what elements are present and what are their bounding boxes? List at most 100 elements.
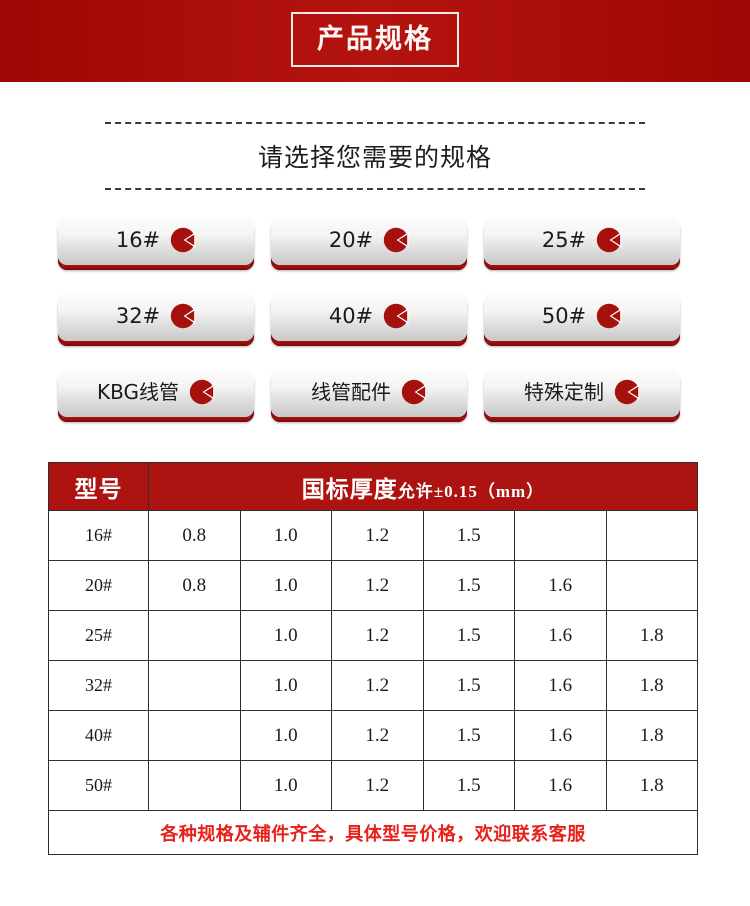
page-title: 产品规格 bbox=[317, 24, 433, 55]
spec-table-container: 型号 国标厚度允许±0.15（mm） 16# 0.8 1.0 1.2 1.5 20# 0.8… bbox=[48, 462, 698, 855]
spec-button-label: 40# bbox=[328, 303, 374, 328]
cell-thickness: 1.5 bbox=[422, 560, 515, 611]
table-row: 32# 1.0 1.2 1.5 1.6 1.8 bbox=[48, 660, 698, 711]
cell-thickness: 1.8 bbox=[605, 610, 698, 661]
spec-button-32[interactable]: 32# bbox=[58, 291, 254, 346]
col-header-thickness-sub: 允许±0.15（mm） bbox=[397, 481, 545, 501]
spec-button-16[interactable]: 16# bbox=[58, 215, 254, 270]
arrow-left-circle-icon bbox=[596, 303, 622, 329]
spec-button-label: 线管配件 bbox=[311, 380, 391, 404]
cell-thickness bbox=[148, 760, 241, 811]
spec-button-cell: 32# bbox=[58, 291, 271, 367]
cell-thickness: 1.0 bbox=[239, 560, 332, 611]
spec-button-cell: 线管配件 bbox=[271, 367, 484, 443]
spec-button-线管配件[interactable]: 线管配件 bbox=[271, 367, 467, 422]
cell-thickness: 1.6 bbox=[514, 660, 607, 711]
table-note-row: 各种规格及辅件齐全，具体型号价格，欢迎联系客服 bbox=[48, 810, 698, 855]
cell-model: 50# bbox=[48, 760, 149, 811]
cell-thickness: 1.0 bbox=[239, 610, 332, 661]
spec-button-grid: 16# 20# 25# 32# 40# 50# KBG线管 线管配件 特殊定制 bbox=[58, 215, 698, 443]
spec-button-inner: 50# bbox=[484, 303, 680, 329]
spec-table: 型号 国标厚度允许±0.15（mm） 16# 0.8 1.0 1.2 1.5 20# 0.8… bbox=[48, 462, 698, 855]
spec-button-cell: KBG线管 bbox=[58, 367, 271, 443]
spec-button-20[interactable]: 20# bbox=[271, 215, 467, 270]
spec-button-inner: 20# bbox=[271, 227, 467, 253]
spec-button-label: 25# bbox=[541, 227, 587, 252]
cell-thickness: 1.2 bbox=[331, 760, 424, 811]
table-note-text: 各种规格及辅件齐全，具体型号价格，欢迎联系客服 bbox=[48, 810, 698, 855]
cell-thickness: 1.8 bbox=[605, 660, 698, 711]
cell-thickness: 1.0 bbox=[239, 660, 332, 711]
divider-dashed-top bbox=[105, 122, 645, 124]
spec-button-inner: 16# bbox=[58, 227, 254, 253]
cell-thickness bbox=[148, 710, 241, 761]
spec-button-cell: 50# bbox=[484, 291, 697, 367]
cell-thickness: 1.8 bbox=[605, 710, 698, 761]
subtitle-label: 请选择您需要的规格 bbox=[257, 143, 492, 172]
spec-button-inner: 线管配件 bbox=[271, 379, 467, 405]
spec-button-label: 50# bbox=[541, 303, 587, 328]
spec-button-label: 特殊定制 bbox=[524, 380, 604, 404]
spec-button-cell: 40# bbox=[271, 291, 484, 367]
col-header-thickness-main: 国标厚度 bbox=[301, 476, 398, 502]
arrow-left-circle-icon bbox=[170, 227, 196, 253]
cell-thickness: 1.2 bbox=[331, 510, 424, 561]
spec-button-cell: 20# bbox=[271, 215, 484, 291]
spec-button-inner: 40# bbox=[271, 303, 467, 329]
cell-thickness bbox=[148, 660, 241, 711]
cell-thickness bbox=[514, 510, 607, 561]
spec-button-inner: 25# bbox=[484, 227, 680, 253]
cell-thickness: 1.5 bbox=[422, 760, 515, 811]
spec-button-inner: KBG线管 bbox=[58, 379, 254, 405]
col-header-thickness: 国标厚度允许±0.15（mm） bbox=[148, 462, 698, 511]
cell-thickness bbox=[148, 610, 241, 661]
cell-thickness: 1.5 bbox=[422, 610, 515, 661]
spec-table-body: 16# 0.8 1.0 1.2 1.5 20# 0.8 1.0 1.2 1.5 1.6 25# 1.0 1… bbox=[48, 510, 698, 855]
spec-button-cell: 特殊定制 bbox=[484, 367, 697, 443]
cell-thickness: 1.2 bbox=[331, 660, 424, 711]
arrow-left-circle-icon bbox=[383, 303, 409, 329]
cell-thickness: 1.6 bbox=[514, 710, 607, 761]
spec-button-cell: 25# bbox=[484, 215, 697, 291]
spec-button-cell: 16# bbox=[58, 215, 271, 291]
spec-button-50[interactable]: 50# bbox=[484, 291, 680, 346]
col-header-model: 型号 bbox=[48, 462, 149, 511]
table-row: 40# 1.0 1.2 1.5 1.6 1.8 bbox=[48, 710, 698, 761]
spec-button-label: 32# bbox=[115, 303, 161, 328]
arrow-left-circle-icon bbox=[614, 379, 640, 405]
cell-thickness bbox=[605, 510, 698, 561]
spec-button-kbg线管[interactable]: KBG线管 bbox=[58, 367, 254, 422]
spec-table-head: 型号 国标厚度允许±0.15（mm） bbox=[48, 462, 698, 511]
cell-thickness: 1.0 bbox=[239, 760, 332, 811]
arrow-left-circle-icon bbox=[596, 227, 622, 253]
cell-thickness: 1.6 bbox=[514, 760, 607, 811]
cell-thickness: 0.8 bbox=[148, 560, 241, 611]
cell-thickness: 1.2 bbox=[331, 560, 424, 611]
cell-thickness: 1.2 bbox=[331, 710, 424, 761]
table-header-row: 型号 国标厚度允许±0.15（mm） bbox=[48, 462, 698, 511]
spec-button-inner: 特殊定制 bbox=[484, 379, 680, 405]
table-row: 25# 1.0 1.2 1.5 1.6 1.8 bbox=[48, 610, 698, 661]
cell-thickness: 1.5 bbox=[422, 710, 515, 761]
cell-thickness: 1.6 bbox=[514, 610, 607, 661]
arrow-left-circle-icon bbox=[189, 379, 215, 405]
table-row: 16# 0.8 1.0 1.2 1.5 bbox=[48, 510, 698, 561]
spec-button-特殊定制[interactable]: 特殊定制 bbox=[484, 367, 680, 422]
cell-thickness bbox=[605, 560, 698, 611]
page-banner: 产品规格 bbox=[0, 0, 750, 82]
cell-thickness: 1.6 bbox=[514, 560, 607, 611]
spec-button-40[interactable]: 40# bbox=[271, 291, 467, 346]
cell-thickness: 1.0 bbox=[239, 710, 332, 761]
spec-button-label: 20# bbox=[328, 227, 374, 252]
arrow-left-circle-icon bbox=[170, 303, 196, 329]
spec-button-label: 16# bbox=[115, 227, 161, 252]
spec-button-label: KBG线管 bbox=[97, 380, 179, 404]
spec-button-25[interactable]: 25# bbox=[484, 215, 680, 270]
cell-model: 20# bbox=[48, 560, 149, 611]
divider-dashed-bottom bbox=[105, 188, 645, 190]
cell-thickness: 1.2 bbox=[331, 610, 424, 661]
cell-thickness: 1.5 bbox=[422, 510, 515, 561]
cell-model: 16# bbox=[48, 510, 149, 561]
cell-thickness: 0.8 bbox=[148, 510, 241, 561]
